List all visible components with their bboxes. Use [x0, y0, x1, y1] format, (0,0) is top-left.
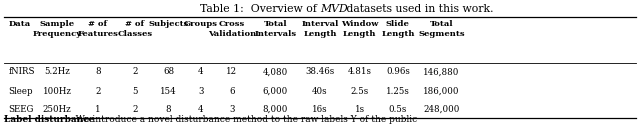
- Text: 16s: 16s: [312, 105, 328, 114]
- Text: 4.81s: 4.81s: [348, 68, 372, 76]
- Text: 2: 2: [95, 87, 100, 96]
- Text: 8,000: 8,000: [262, 105, 288, 114]
- Text: Total
Segments: Total Segments: [418, 20, 465, 38]
- Text: 38.46s: 38.46s: [305, 68, 335, 76]
- Text: 12: 12: [227, 68, 237, 76]
- Text: 248,000: 248,000: [423, 105, 460, 114]
- Text: MVD: MVD: [320, 4, 348, 14]
- Text: 250Hz: 250Hz: [42, 105, 71, 114]
- Text: fNIRS: fNIRS: [8, 68, 35, 76]
- Text: 3: 3: [198, 87, 204, 96]
- Text: 4: 4: [198, 68, 204, 76]
- Text: Groups: Groups: [184, 20, 218, 28]
- Text: 8: 8: [95, 68, 100, 76]
- Text: 0.96s: 0.96s: [386, 68, 410, 76]
- Text: 68: 68: [163, 68, 174, 76]
- Text: Slide
Length: Slide Length: [381, 20, 415, 38]
- Text: 2: 2: [132, 68, 138, 76]
- Text: 3: 3: [229, 105, 234, 114]
- Text: Table 1:  Overview of: Table 1: Overview of: [200, 4, 320, 14]
- Text: Interval
Length: Interval Length: [301, 20, 339, 38]
- Text: 1.25s: 1.25s: [386, 87, 410, 96]
- Text: Subjects: Subjects: [148, 20, 189, 28]
- Text: 186,000: 186,000: [423, 87, 460, 96]
- Text: 6: 6: [229, 87, 235, 96]
- Text: 100Hz: 100Hz: [42, 87, 72, 96]
- Text: Sample
Frequency: Sample Frequency: [33, 20, 81, 38]
- Text: We introduce a novel disturbance method to the raw labels Y of the public: We introduce a novel disturbance method …: [67, 115, 417, 124]
- Text: 1: 1: [95, 105, 100, 114]
- Text: 5: 5: [132, 87, 138, 96]
- Text: Label disturbance: Label disturbance: [4, 115, 94, 124]
- Text: Cross
Validation: Cross Validation: [208, 20, 256, 38]
- Text: 146,880: 146,880: [423, 68, 460, 76]
- Text: datasets used in this work.: datasets used in this work.: [343, 4, 493, 14]
- Text: Sleep: Sleep: [8, 87, 33, 96]
- Text: 4,080: 4,080: [262, 68, 288, 76]
- Text: 40s: 40s: [312, 87, 328, 96]
- Text: 8: 8: [166, 105, 172, 114]
- Text: Window
Length: Window Length: [341, 20, 378, 38]
- Text: 154: 154: [161, 87, 177, 96]
- Text: 4: 4: [198, 105, 204, 114]
- Text: # of
Features: # of Features: [77, 20, 118, 38]
- Text: SEEG: SEEG: [8, 105, 34, 114]
- Text: # of
Classes: # of Classes: [117, 20, 152, 38]
- Text: 2.5s: 2.5s: [351, 87, 369, 96]
- Text: 1s: 1s: [355, 105, 365, 114]
- Text: 6,000: 6,000: [262, 87, 288, 96]
- Text: 0.5s: 0.5s: [388, 105, 407, 114]
- Text: 5.2Hz: 5.2Hz: [44, 68, 70, 76]
- Text: Total
Intervals: Total Intervals: [254, 20, 296, 38]
- Text: 2: 2: [132, 105, 138, 114]
- Text: Data: Data: [8, 20, 31, 28]
